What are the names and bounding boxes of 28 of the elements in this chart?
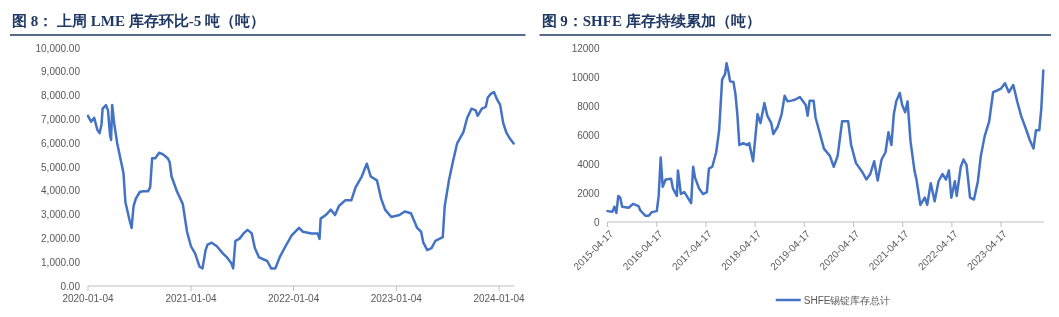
x-tick-label: 2021-01-04 — [165, 293, 217, 304]
y-tick-label: 8000 — [577, 100, 600, 112]
y-tick-label: 2,000.00 — [41, 232, 81, 244]
y-tick-label: 9,000.00 — [41, 66, 81, 78]
y-tick-label: 2000 — [577, 187, 600, 199]
chart-title: 图 9：SHFE 库存持续累加（吨） — [541, 12, 761, 29]
y-tick-label: 4,000.00 — [41, 185, 81, 197]
y-tick-label: 3,000.00 — [41, 209, 81, 221]
y-tick-label: 10,000.00 — [35, 42, 81, 54]
y-tick-label: 5,000.00 — [41, 161, 81, 173]
legend-label: SHFE锡锭库存总计 — [803, 294, 891, 306]
line-series — [606, 61, 1045, 218]
x-tick-label: 2020-01-04 — [62, 293, 115, 304]
x-tick-label: 2023-01-04 — [370, 293, 423, 304]
y-tick-label: 0.00 — [60, 280, 81, 292]
x-tick-label: 2024-01-04 — [473, 293, 526, 304]
line-series — [86, 90, 515, 270]
y-tick-label: 6,000.00 — [41, 137, 81, 149]
x-tick-label: 2022-01-04 — [268, 293, 320, 304]
y-tick-label: 1,000.00 — [41, 256, 81, 268]
y-tick-label: 4000 — [577, 158, 600, 170]
y-tick-label: 12000 — [571, 42, 600, 54]
y-tick-label: 0 — [593, 216, 600, 228]
y-tick-label: 10000 — [571, 71, 600, 83]
chart-title: 图 8： 上周 LME 库存环比-5 吨（吨） — [12, 12, 265, 29]
y-tick-label: 8,000.00 — [41, 90, 81, 102]
y-tick-label: 7,000.00 — [41, 113, 81, 125]
y-tick-label: 6000 — [577, 129, 600, 141]
